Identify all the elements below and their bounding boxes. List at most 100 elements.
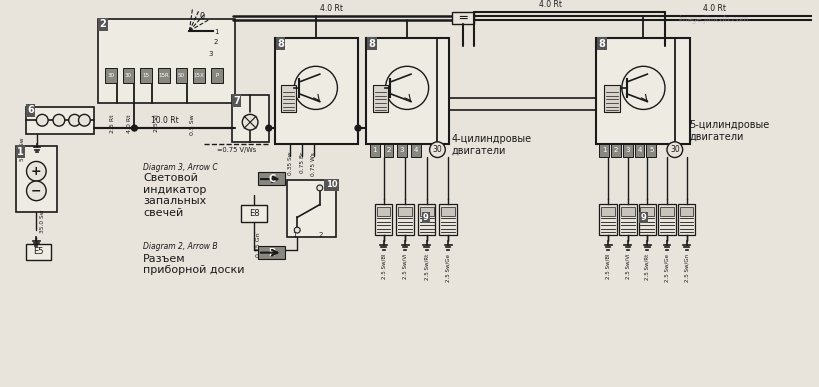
Circle shape <box>79 115 90 126</box>
Text: 4.0 Rt: 4.0 Rt <box>538 0 561 9</box>
Text: 2.5 Vi: 2.5 Vi <box>154 115 159 132</box>
Text: 4-цилиндровые
двигатели: 4-цилиндровые двигатели <box>450 134 531 156</box>
Circle shape <box>429 142 445 158</box>
Text: 0.75 Br: 0.75 Br <box>299 152 304 173</box>
Bar <box>25 244 51 260</box>
Bar <box>287 180 336 237</box>
Bar <box>158 68 170 83</box>
Text: 2.5 Sw/Ge: 2.5 Sw/Ge <box>663 253 668 282</box>
Circle shape <box>294 66 337 110</box>
Text: Diagram 3, Arrow C: Diagram 3, Arrow C <box>143 163 218 172</box>
Circle shape <box>621 66 664 110</box>
Circle shape <box>26 181 46 201</box>
Bar <box>677 204 695 235</box>
Text: 2.5 Sw/Rt: 2.5 Sw/Rt <box>644 253 649 280</box>
Text: 3: 3 <box>208 51 212 57</box>
Bar <box>193 68 205 83</box>
Text: 8: 8 <box>277 39 283 49</box>
Bar <box>241 205 266 222</box>
Bar <box>140 68 152 83</box>
Bar <box>258 246 285 259</box>
Text: 1: 1 <box>601 147 606 153</box>
Circle shape <box>265 125 271 131</box>
Bar <box>441 207 455 216</box>
Text: 7: 7 <box>233 96 239 106</box>
Bar <box>175 68 188 83</box>
Bar <box>640 207 654 216</box>
Text: 4: 4 <box>636 147 641 153</box>
Bar <box>439 204 456 235</box>
Text: 9: 9 <box>640 213 645 222</box>
Bar <box>274 38 358 144</box>
Text: 3: 3 <box>400 147 404 153</box>
Circle shape <box>666 142 681 158</box>
Bar <box>622 144 631 156</box>
Bar <box>658 204 675 235</box>
Text: 0.35 Sw: 0.35 Sw <box>287 152 292 175</box>
Bar <box>383 144 393 156</box>
Text: 15R: 15R <box>158 73 169 78</box>
Text: P: P <box>215 73 218 78</box>
Text: 50: 50 <box>178 73 185 78</box>
Text: 6: 6 <box>27 105 34 115</box>
Text: 5-цилиндровые
двигатели: 5-цилиндровые двигатели <box>689 120 769 142</box>
Bar <box>410 144 420 156</box>
Circle shape <box>242 115 258 130</box>
Bar <box>376 207 390 216</box>
Bar <box>105 68 116 83</box>
Text: 10: 10 <box>325 180 337 190</box>
Circle shape <box>385 66 428 110</box>
Bar <box>679 207 693 216</box>
Text: 2.5 Sw/Ge: 2.5 Sw/Ge <box>446 253 450 282</box>
Circle shape <box>26 161 46 181</box>
Text: 0.75 Ws: 0.75 Ws <box>311 152 316 175</box>
Text: 15: 15 <box>143 73 150 78</box>
Bar <box>210 68 223 83</box>
Bar <box>451 12 473 24</box>
Bar <box>396 144 406 156</box>
Text: 2.5 Sw/Vi: 2.5 Sw/Vi <box>402 253 407 279</box>
Circle shape <box>294 227 300 233</box>
Bar <box>396 204 414 235</box>
Circle shape <box>316 185 323 191</box>
Circle shape <box>355 125 360 131</box>
Text: 10.0 Rt: 10.0 Rt <box>151 116 179 125</box>
Text: 15X: 15X <box>193 73 204 78</box>
Text: 2.5 Rt: 2.5 Rt <box>111 115 115 133</box>
Text: 0: 0 <box>199 12 205 21</box>
Bar <box>398 207 411 216</box>
Text: Световой
индикатор
запальных
свечей: Световой индикатор запальных свечей <box>143 173 206 218</box>
Text: −: − <box>31 184 42 197</box>
Text: 30: 30 <box>107 73 114 78</box>
Bar <box>365 38 449 144</box>
Circle shape <box>53 115 65 126</box>
Text: 3: 3 <box>625 147 629 153</box>
Text: 2.5 Sw/Bl: 2.5 Sw/Bl <box>381 253 386 279</box>
Bar <box>373 85 388 112</box>
Text: 8: 8 <box>368 39 375 49</box>
Bar <box>231 95 269 142</box>
Bar <box>418 204 435 235</box>
Bar <box>25 106 94 134</box>
Text: image.jimcdn.com: image.jimcdn.com <box>678 15 749 24</box>
Text: 4.0 Rt: 4.0 Rt <box>702 4 725 13</box>
Bar <box>280 85 296 112</box>
Text: E8: E8 <box>248 209 259 218</box>
Text: Diagram 2, Arrow B: Diagram 2, Arrow B <box>143 242 218 251</box>
Text: 4.0 Rt: 4.0 Rt <box>127 115 132 133</box>
Text: 0.75 Gn: 0.75 Gn <box>256 232 261 257</box>
Bar <box>16 146 57 212</box>
Bar <box>98 19 235 103</box>
Text: 5: 5 <box>649 147 653 153</box>
Text: 2.5 Sw/Vi: 2.5 Sw/Vi <box>624 253 630 279</box>
Text: 2.5 Sw/Gn: 2.5 Sw/Gn <box>683 253 688 282</box>
Text: 2.5 Sw/Rt: 2.5 Sw/Rt <box>423 253 428 280</box>
Text: =0.75 V/Ws: =0.75 V/Ws <box>216 147 256 153</box>
Bar <box>659 207 673 216</box>
Bar <box>645 144 655 156</box>
Bar <box>599 144 609 156</box>
Bar <box>604 85 619 112</box>
Text: ═: ═ <box>459 12 466 25</box>
Text: Разъем
приборной доски: Разъем приборной доски <box>143 253 244 275</box>
Text: 30: 30 <box>432 145 441 154</box>
